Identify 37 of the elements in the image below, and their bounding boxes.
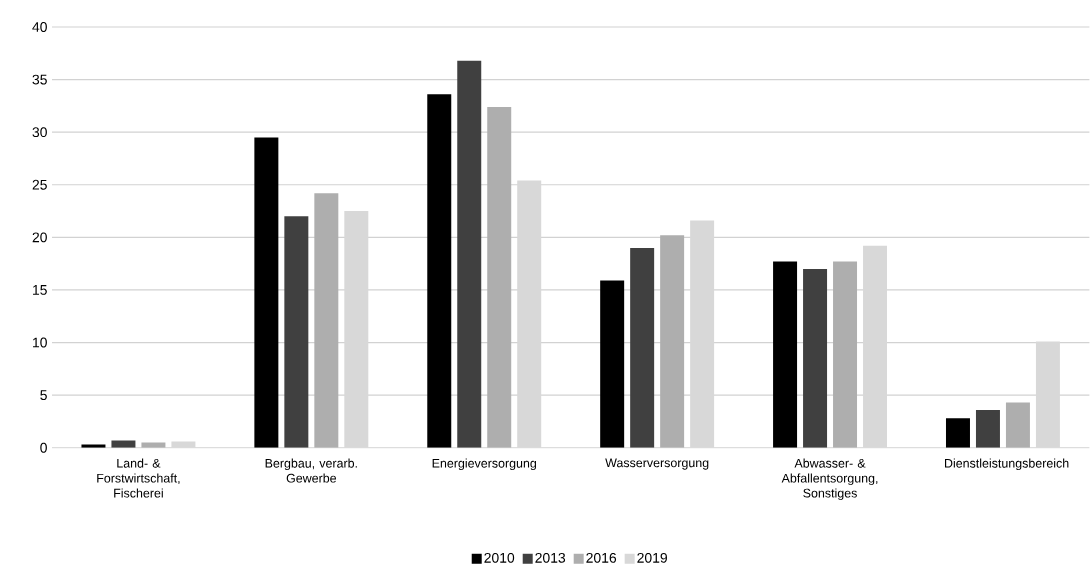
x-tick-label: Abwasser- & Abfallentsorgung, Sonstiges	[781, 458, 878, 501]
y-tick-label: 10	[33, 337, 47, 348]
bar	[833, 261, 858, 448]
bar	[773, 261, 798, 448]
y-tick-label: 30	[32, 127, 47, 138]
bar	[945, 418, 970, 448]
bar	[600, 280, 625, 448]
legend-label: 2019	[637, 553, 667, 563]
x-tick-label: Wasserversorgung	[605, 458, 709, 470]
y-tick-label: 35	[32, 74, 47, 85]
legend-label: 2010	[484, 553, 515, 563]
bar	[171, 441, 196, 448]
x-tick-label: Bergbau, verarb. Gewerbe	[265, 458, 357, 483]
x-tick-label: Land- & Forstwirtschaft, Fischerei	[97, 458, 180, 498]
legend-label: 2013	[535, 553, 566, 563]
y-tick-label: 25	[32, 180, 47, 190]
bar	[254, 137, 279, 448]
legend-label: 2016	[586, 553, 617, 563]
y-tick-label: 20	[32, 232, 47, 243]
bar	[630, 248, 655, 448]
bar	[660, 235, 685, 448]
bar	[975, 410, 1000, 448]
bar	[314, 193, 339, 448]
y-tick-label: 40	[32, 22, 47, 33]
bar	[803, 269, 828, 448]
x-tick-label: Energieversorgung	[432, 458, 536, 471]
bar	[427, 94, 452, 448]
y-tick-label: 0	[40, 443, 47, 453]
bar	[487, 107, 512, 448]
bar	[141, 442, 166, 448]
y-tick-label: 15	[33, 285, 47, 296]
bar	[457, 60, 482, 448]
bar	[111, 440, 136, 448]
bar	[284, 216, 309, 448]
bar	[1005, 402, 1030, 448]
y-tick-label: 5	[40, 390, 47, 401]
x-tick-label: Dienstleistungsbereich	[945, 458, 1069, 471]
